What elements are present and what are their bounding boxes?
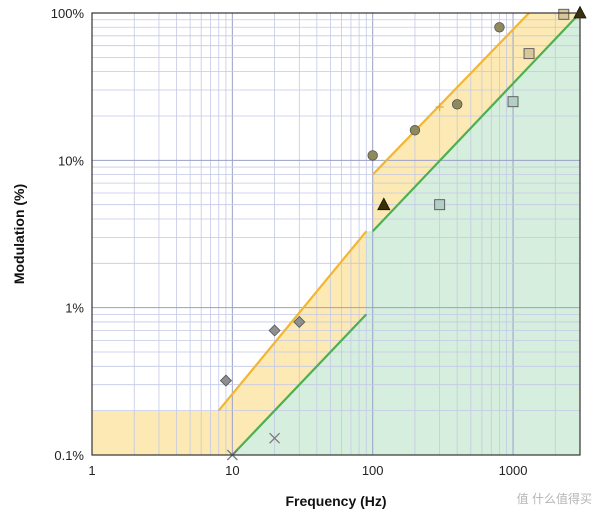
x-axis-title: Frequency (Hz) (285, 493, 386, 509)
x-tick-label: 100 (362, 463, 384, 478)
region-yellow-band (92, 13, 580, 455)
boundary-lines-layer (217, 12, 581, 456)
line-orange-boundary (217, 230, 368, 412)
plot-frame (91, 12, 581, 456)
data-point-circle (451, 99, 463, 110)
y-axis-title: Modulation (%) (11, 184, 27, 284)
data-point-square-light (434, 199, 446, 211)
data-point-diamond (219, 374, 232, 387)
y-tick-labels: 0.1% 1% 10% 100% (51, 6, 85, 463)
regions-layer (92, 13, 581, 455)
line-orange-boundary-upper (371, 12, 530, 176)
data-point-square-tan (523, 48, 535, 60)
x-mark-stroke (269, 432, 281, 444)
watermark-text: 值 什么值得买 (517, 491, 592, 506)
data-point-square-tan (558, 8, 570, 20)
y-tick-label: 10% (58, 153, 84, 168)
x-tick-label: 1000 (499, 463, 528, 478)
data-point-circle (367, 150, 378, 161)
data-point-star (435, 103, 444, 112)
y-tick-label: 100% (51, 6, 85, 21)
region-green-region (232, 13, 581, 455)
line-green-boundary (231, 313, 368, 456)
data-point-square-light (507, 96, 519, 108)
data-point-diamond (268, 324, 281, 337)
x-tick-label: 1 (88, 463, 95, 478)
data-point-circle (409, 125, 421, 136)
y-tick-label: 0.1% (54, 448, 84, 463)
y-tick-label: 1% (65, 301, 84, 316)
data-points-layer (219, 5, 587, 461)
data-point-x (269, 432, 281, 444)
line-green-boundary-upper (371, 12, 581, 233)
data-point-circle (494, 22, 505, 33)
data-point-diamond (293, 315, 306, 329)
x-tick-label: 10 (225, 463, 239, 478)
grid-layer (91, 13, 581, 456)
data-point-triangle (377, 197, 391, 211)
x-tick-labels: 1 10 100 1000 (88, 463, 527, 478)
